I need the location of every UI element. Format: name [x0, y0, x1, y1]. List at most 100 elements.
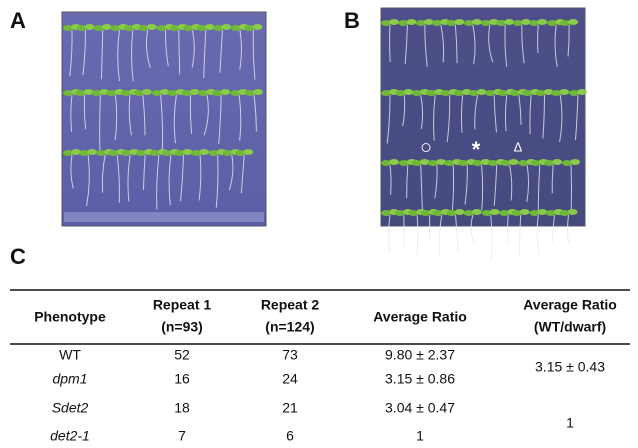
leaf [487, 160, 498, 166]
leaf [431, 20, 442, 26]
leaf [522, 90, 533, 96]
root [178, 29, 181, 75]
leaf [463, 210, 474, 216]
leaf [230, 25, 241, 31]
leaf [535, 90, 546, 96]
root [507, 214, 510, 243]
leaf [381, 90, 391, 96]
root [440, 24, 445, 63]
root [99, 94, 101, 155]
leaf [543, 89, 554, 95]
root [180, 154, 185, 202]
header-cell: Phenotype [34, 309, 106, 325]
leaf [183, 25, 194, 31]
leaf [395, 90, 406, 96]
leaf [161, 150, 172, 156]
root [101, 154, 106, 193]
leaf [545, 210, 556, 216]
root [131, 29, 134, 82]
leaf [508, 159, 519, 165]
leaf [406, 19, 417, 25]
root [238, 94, 242, 141]
root [537, 164, 541, 212]
header-cell: (WT/dwarf) [534, 319, 606, 335]
leaf [435, 159, 446, 165]
plate-edge [64, 212, 264, 222]
leaf [408, 210, 419, 216]
header-cell: Average Ratio [523, 297, 617, 313]
leaf [420, 210, 431, 216]
leaf [133, 90, 144, 96]
leaf [230, 90, 241, 96]
leaf [181, 90, 192, 96]
root [219, 29, 223, 73]
leaf [220, 89, 231, 95]
leaf [182, 149, 193, 155]
root [574, 94, 579, 141]
root [389, 24, 391, 62]
leaf [91, 90, 102, 96]
leaf [463, 20, 474, 26]
root [252, 29, 256, 80]
header-cell: (n=124) [265, 319, 314, 335]
root [454, 24, 458, 64]
marker: ○ [420, 136, 432, 158]
leaf [101, 24, 112, 30]
leaf [381, 20, 391, 26]
leaf [496, 20, 507, 26]
leaf [509, 90, 520, 96]
table-cell: 73 [282, 347, 298, 363]
leaf [511, 210, 522, 216]
leaf [141, 89, 152, 95]
root [189, 94, 193, 134]
leaf [198, 90, 209, 96]
table-cell: 3.04 ± 0.47 [385, 400, 455, 416]
leaf [544, 160, 555, 166]
leaf [108, 150, 119, 156]
root [127, 154, 131, 202]
leaf [552, 159, 563, 165]
leaf [204, 24, 215, 30]
table-cell: 24 [282, 371, 298, 387]
leaf [96, 150, 107, 156]
root [253, 94, 257, 132]
leaf [444, 160, 455, 166]
leaf [189, 89, 200, 95]
root [509, 164, 513, 201]
root [536, 214, 540, 256]
root [542, 94, 546, 139]
table-cell: 7 [178, 428, 186, 444]
leaf [63, 90, 73, 96]
root [82, 29, 86, 76]
leaf [419, 159, 430, 165]
root [70, 154, 74, 189]
root [388, 214, 391, 253]
leaf [71, 149, 81, 155]
leaf [221, 24, 232, 30]
leaf [489, 209, 500, 215]
root [420, 94, 424, 129]
table-cell: 6 [286, 428, 294, 444]
root [472, 24, 476, 65]
marker: * [472, 137, 481, 162]
root [570, 164, 573, 211]
leaf [79, 150, 90, 156]
leaf [568, 90, 579, 96]
header-cell: Repeat 2 [261, 297, 320, 313]
leaf [136, 150, 147, 156]
leaf [411, 160, 422, 166]
root [464, 164, 468, 205]
root [203, 94, 209, 136]
leaf [485, 90, 496, 96]
photo-a [61, 11, 267, 227]
leaf [440, 90, 451, 96]
root [504, 24, 508, 67]
root [156, 154, 160, 210]
leaf [471, 209, 482, 215]
leaf [446, 210, 457, 216]
marker: Δ [514, 139, 523, 154]
leaf [537, 19, 548, 25]
leaf [243, 149, 254, 155]
leaf [518, 160, 529, 166]
leaf [512, 20, 523, 26]
